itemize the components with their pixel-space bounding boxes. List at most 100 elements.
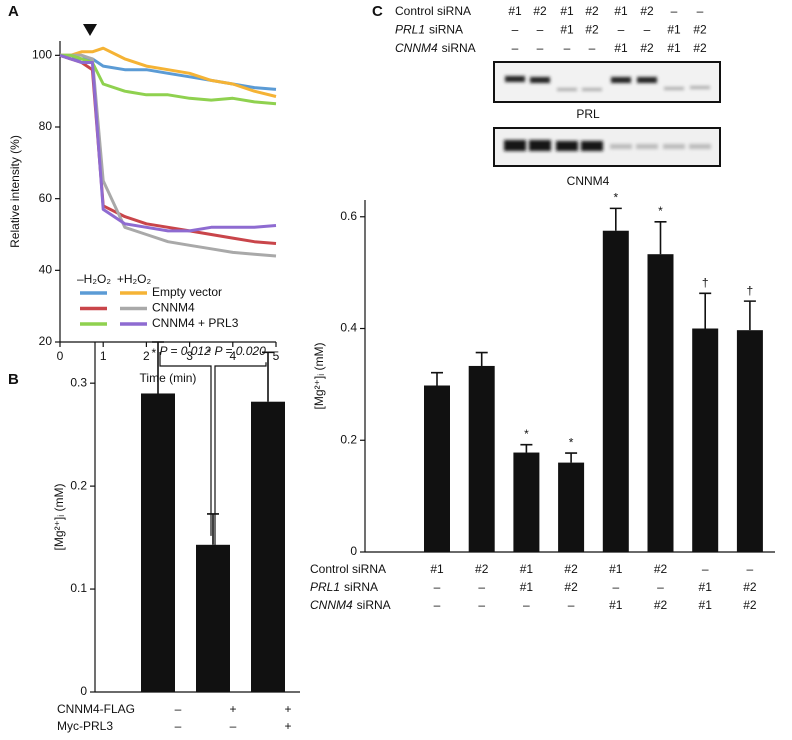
table-cell: – xyxy=(478,580,485,594)
bar xyxy=(736,330,763,552)
significance-bracket xyxy=(159,352,212,536)
bar xyxy=(424,385,450,552)
x-tick-label: 2 xyxy=(143,349,150,363)
error-bar xyxy=(431,371,443,386)
y-tick-label: 60 xyxy=(39,191,53,205)
table-cell: – xyxy=(175,719,182,733)
legend-label: CNNM4 + PRL3 xyxy=(152,316,239,330)
table-cell: – xyxy=(230,719,237,733)
table-cell: + xyxy=(284,702,291,716)
table-cell: – xyxy=(568,598,575,612)
table-cell: – xyxy=(612,580,619,594)
data-line xyxy=(59,53,277,245)
blot-table-cell: – xyxy=(564,41,571,55)
row-label-text: siRNA xyxy=(344,580,378,594)
y-tick-label: 100 xyxy=(32,48,52,62)
blot-label: PRL xyxy=(576,107,600,121)
panel-letter: A xyxy=(8,3,19,20)
y-tick-label: 40 xyxy=(39,263,53,277)
error-bar xyxy=(699,292,712,329)
blot-label: CNNM4 xyxy=(567,174,610,188)
blot-table-cell: #1 xyxy=(560,23,574,37)
row-label-text: siRNA xyxy=(442,41,476,55)
bar xyxy=(692,328,719,552)
panel-letter: C xyxy=(372,3,383,20)
y-tick-label: 0.6 xyxy=(340,209,357,223)
table-cell: – xyxy=(702,562,709,576)
data-line xyxy=(59,53,277,233)
row-label-text: CNNM4-FLAG xyxy=(57,702,135,716)
bar xyxy=(251,401,285,692)
table-cell: #1 xyxy=(520,562,534,576)
bar-annotation: * xyxy=(658,204,663,218)
table-cell: #1 xyxy=(609,598,623,612)
row-label-text: Control siRNA xyxy=(395,4,471,18)
row-label-gene: PRL1 xyxy=(395,23,425,37)
blot-table-cell: #2 xyxy=(585,23,599,37)
blot-cnnm4 xyxy=(493,127,721,167)
x-tick-label: 5 xyxy=(273,349,280,363)
error-bar xyxy=(743,300,756,331)
blot-row-label: Control siRNA xyxy=(395,4,471,18)
blot-table-cell: #2 xyxy=(533,4,547,18)
blot-table-cell: #1 xyxy=(614,4,628,18)
table-cell: – xyxy=(657,580,664,594)
table-cell: #1 xyxy=(699,598,713,612)
table-cell: + xyxy=(229,702,236,716)
bar xyxy=(141,393,175,692)
bar-annotation: † xyxy=(702,275,709,289)
blot-table-cell: – xyxy=(697,4,704,18)
row-label: CNNM4-FLAG xyxy=(57,702,135,716)
table-cell: #2 xyxy=(564,580,578,594)
blot-table-cell: #2 xyxy=(640,4,654,18)
significance-star: * xyxy=(207,346,212,360)
error-bar xyxy=(475,351,488,366)
blot-table-cell: – xyxy=(512,23,519,37)
x-tick-label: 0 xyxy=(57,349,64,363)
y-tick-label: 0 xyxy=(350,544,357,558)
table-cell: – xyxy=(523,598,530,612)
table-cell: + xyxy=(284,719,291,733)
y-axis-label: [Mg²⁺]ᵢ (mM) xyxy=(52,484,66,551)
significance-star: * xyxy=(152,346,157,360)
y-tick-label: 0.2 xyxy=(70,478,87,492)
blot-table-cell: #2 xyxy=(693,41,707,55)
blot-row-label: CNNM4 siRNA xyxy=(395,41,476,55)
table-cell: – xyxy=(434,598,441,612)
error-bar xyxy=(262,351,274,402)
bar xyxy=(196,544,230,692)
panel-letter: B xyxy=(8,371,19,388)
legend-header: –H₂O₂ xyxy=(77,272,111,286)
table-cell: #2 xyxy=(475,562,489,576)
row-label-text: siRNA xyxy=(429,23,463,37)
table-cell: #2 xyxy=(743,598,757,612)
bar xyxy=(602,230,629,552)
y-tick-label: 80 xyxy=(39,119,53,133)
error-bar xyxy=(207,513,219,545)
bar-annotation: † xyxy=(747,283,754,297)
legend-label: Empty vector xyxy=(152,285,222,299)
blot-table-cell: – xyxy=(537,41,544,55)
row-label: Myc-PRL3 xyxy=(57,719,113,733)
table-cell: #2 xyxy=(654,562,668,576)
blot-table-cell: – xyxy=(671,4,678,18)
row-label-gene: PRL1 xyxy=(310,580,340,594)
error-bar xyxy=(520,443,533,453)
table-cell: #2 xyxy=(564,562,578,576)
error-bar xyxy=(654,220,667,255)
row-label: PRL1 siRNA xyxy=(310,580,378,594)
y-tick-label: 0.2 xyxy=(340,432,357,446)
legend-header: +H₂O₂ xyxy=(117,272,152,286)
x-tick-label: 3 xyxy=(186,349,193,363)
error-bar xyxy=(609,207,622,231)
table-cell: – xyxy=(175,702,182,716)
x-axis-label: Time (min) xyxy=(140,371,197,385)
row-label-text: Control siRNA xyxy=(310,562,386,576)
blot-table-cell: #1 xyxy=(667,23,681,37)
error-bar xyxy=(565,452,578,463)
table-cell: #1 xyxy=(609,562,623,576)
y-tick-label: 0.4 xyxy=(340,321,357,335)
bar-annotation: * xyxy=(613,191,618,205)
data-line xyxy=(60,46,277,98)
